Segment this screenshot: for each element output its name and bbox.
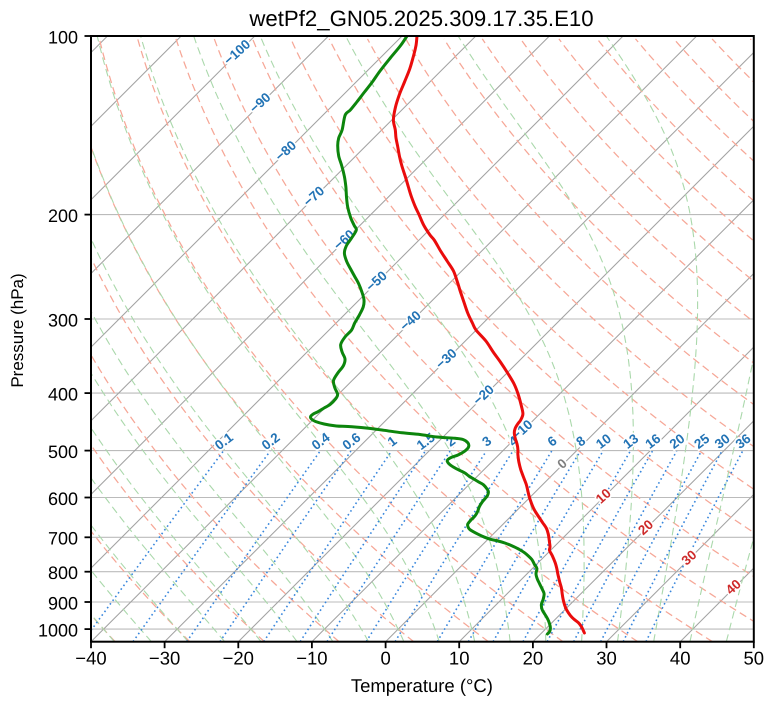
svg-text:30: 30	[596, 648, 617, 669]
svg-text:−10: −10	[296, 648, 327, 669]
svg-text:50: 50	[744, 648, 765, 669]
svg-text:0: 0	[380, 648, 390, 669]
svg-text:700: 700	[48, 529, 78, 549]
svg-text:600: 600	[48, 489, 78, 509]
svg-text:−30: −30	[149, 648, 180, 669]
svg-text:800: 800	[48, 563, 78, 583]
svg-text:wetPf2_GN05.2025.309.17.35.E10: wetPf2_GN05.2025.309.17.35.E10	[248, 6, 593, 31]
svg-text:100: 100	[48, 27, 78, 47]
svg-text:−20: −20	[223, 648, 254, 669]
svg-text:−40: −40	[75, 648, 106, 669]
svg-text:10: 10	[449, 648, 470, 669]
svg-text:Pressure (hPa): Pressure (hPa)	[8, 273, 27, 387]
svg-text:900: 900	[48, 593, 78, 613]
svg-text:300: 300	[48, 310, 78, 330]
svg-text:200: 200	[48, 206, 78, 226]
svg-text:20: 20	[523, 648, 544, 669]
svg-text:1000: 1000	[38, 621, 78, 641]
svg-text:40: 40	[670, 648, 691, 669]
svg-text:500: 500	[48, 442, 78, 462]
svg-text:400: 400	[48, 385, 78, 405]
svg-text:Temperature (°C): Temperature (°C)	[351, 675, 493, 696]
